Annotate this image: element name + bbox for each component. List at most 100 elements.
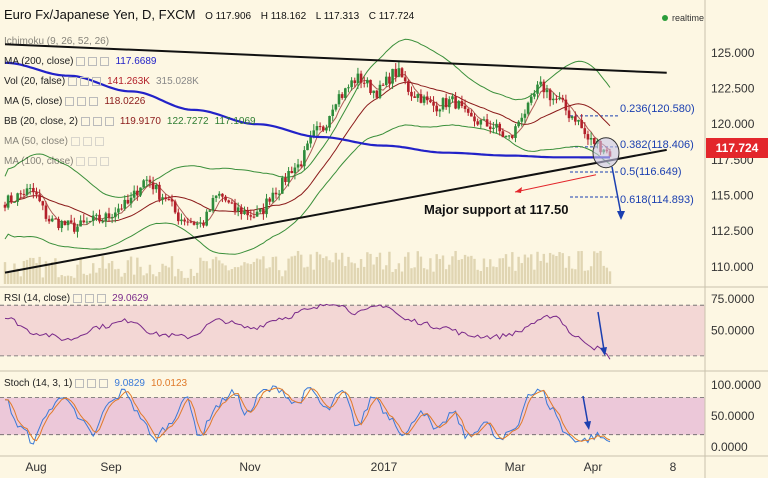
time-tick-label: Sep	[100, 460, 122, 474]
volume-bar	[19, 276, 22, 284]
candle-body	[117, 208, 120, 213]
candle-body	[38, 194, 41, 202]
eye-icon	[76, 156, 86, 166]
candle-body	[321, 126, 325, 131]
rsi-pane[interactable]	[0, 303, 705, 360]
volume-bar	[299, 254, 303, 284]
candle-body	[183, 219, 186, 222]
settings-icon	[87, 378, 97, 388]
eye-icon	[70, 136, 80, 146]
volume-bar	[6, 271, 10, 284]
candle-body	[580, 119, 583, 129]
volume-bar	[457, 259, 460, 284]
candle-body	[498, 123, 502, 132]
volume-bar	[25, 259, 29, 284]
candle-body	[476, 121, 479, 125]
candle-body	[353, 80, 357, 84]
volume-bar	[277, 270, 281, 284]
candle-body	[555, 98, 558, 100]
rsi-label[interactable]: RSI (14, close) 29.0629	[4, 293, 149, 304]
stoch-label[interactable]: Stoch (14, 3, 1) 9.0829 10.0123	[4, 378, 188, 389]
ohlc-open: O 117.906	[205, 11, 252, 22]
candle-body	[148, 179, 152, 183]
candle-body	[454, 96, 457, 109]
volume-bar	[296, 250, 300, 284]
indicator-bb[interactable]: BB (20, close, 2) 119.9170 122.7272 117.106…	[4, 116, 256, 127]
close-icon	[89, 96, 99, 106]
volume-bar	[170, 256, 174, 284]
candle-body	[366, 79, 369, 84]
candle-body	[337, 94, 341, 105]
settings-icon	[85, 293, 95, 303]
candle-body	[186, 221, 190, 223]
candle-body	[107, 213, 111, 218]
indicator-ma200[interactable]: MA (200, close) 117.6689	[4, 56, 157, 67]
volume-bar	[284, 270, 287, 284]
volume-bar	[366, 252, 369, 284]
candle-body	[22, 193, 26, 195]
price-pane[interactable]	[3, 38, 667, 284]
time-tick-label: Apr	[584, 460, 603, 474]
live-dot-icon	[662, 15, 668, 21]
candle-body	[504, 136, 508, 138]
volume-bar	[328, 260, 331, 284]
volume-bar	[318, 254, 322, 284]
volume-bar	[526, 257, 530, 284]
candle-body	[95, 214, 98, 216]
volume-bar	[567, 256, 571, 284]
candle-body	[328, 115, 331, 128]
candle-body	[110, 217, 114, 219]
chart-title: Euro Fx/Japanese Yen, D, FXCM O 117.906 …	[4, 7, 414, 22]
red-arrow-head-icon	[515, 187, 522, 193]
stoch-d-line	[4, 387, 611, 442]
volume-bar	[249, 264, 252, 284]
candle-body	[340, 94, 344, 98]
candle-body	[514, 126, 517, 138]
candle-body	[3, 204, 7, 208]
candle-body	[306, 143, 309, 151]
volume-bar	[259, 259, 262, 284]
close-icon	[104, 116, 114, 126]
candle-body	[139, 187, 142, 196]
candle-body	[548, 89, 552, 101]
settings-icon	[80, 76, 90, 86]
candle-body	[413, 96, 416, 98]
candle-body	[369, 79, 372, 94]
volume-bar	[589, 266, 593, 284]
settings-icon	[77, 96, 87, 106]
indicator-ma50[interactable]: MA (50, close)	[4, 136, 104, 148]
stoch-pane[interactable]	[0, 385, 705, 445]
candle-body	[457, 101, 461, 109]
indicator-ichimoku[interactable]: Ichimoku (9, 26, 52, 26)	[4, 36, 110, 47]
candle-body	[334, 104, 338, 110]
indicator-volume[interactable]: Vol (20, false) 141.263K 315.028K	[4, 76, 199, 87]
candle-body	[577, 119, 580, 122]
realtime-indicator: realtime	[662, 13, 704, 23]
candle-body	[129, 197, 133, 204]
volume-bar	[363, 266, 366, 284]
volume-bar	[448, 264, 451, 284]
candle-body	[274, 192, 278, 195]
volume-bar	[498, 258, 501, 284]
candle-body	[551, 98, 555, 101]
indicator-ma100[interactable]: MA (100, close)	[4, 156, 110, 168]
candle-body	[400, 68, 404, 78]
volume-bar	[243, 262, 246, 284]
candle-body	[258, 208, 262, 212]
candle-body	[479, 119, 483, 125]
candle-body	[6, 195, 10, 208]
candle-body	[233, 202, 237, 212]
indicator-ma5[interactable]: MA (5, close) 118.0226	[4, 96, 146, 107]
candle-body	[495, 123, 498, 128]
volume-bar	[517, 256, 520, 284]
volume-bar	[189, 268, 193, 284]
candle-body	[271, 192, 275, 202]
volume-bar	[403, 256, 407, 284]
volume-bar	[60, 275, 63, 284]
candle-body	[126, 199, 130, 204]
volume-bar	[369, 253, 372, 284]
volume-bar	[293, 255, 297, 284]
highlight-circle	[592, 137, 620, 169]
candle-body	[407, 81, 410, 92]
